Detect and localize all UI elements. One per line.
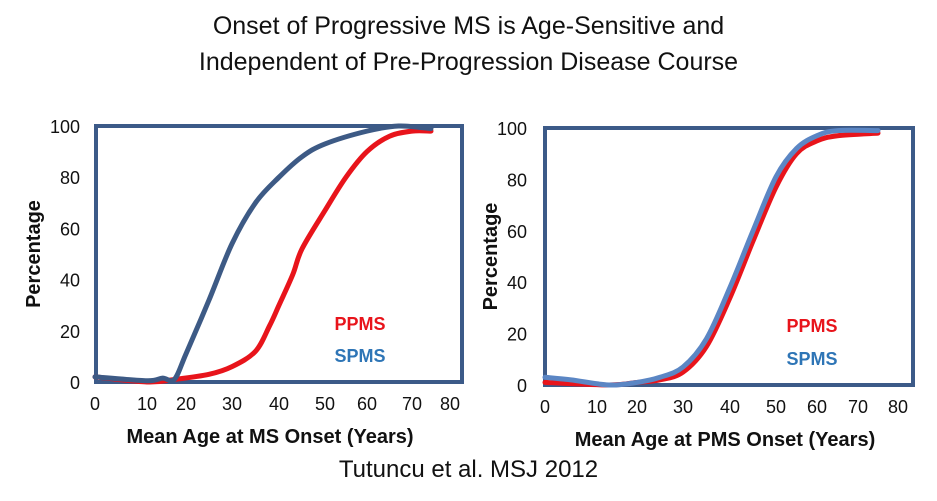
citation: Tutuncu et al. MSJ 2012 bbox=[338, 456, 599, 483]
x-tick-label-1: 70 bbox=[402, 394, 422, 414]
title-line-2: Independent of Pre-Progression Disease C… bbox=[198, 48, 739, 76]
legend-ppms-1: PPMS bbox=[334, 314, 385, 334]
x-tick-label-1: 20 bbox=[176, 394, 196, 414]
x-tick-label-2: 60 bbox=[807, 397, 827, 417]
x-tick-label-2: 30 bbox=[673, 397, 693, 417]
x-tick-label-2: 0 bbox=[540, 397, 550, 417]
y-tick-label-1: 100 bbox=[50, 117, 80, 137]
y-tick-label-2: 20 bbox=[507, 325, 527, 345]
x-axis-label-1: Mean Age at MS Onset (Years) bbox=[126, 426, 413, 448]
y-tick-label-2: 100 bbox=[497, 119, 527, 139]
legend-ppms-2: PPMS bbox=[786, 316, 837, 336]
y-tick-label-2: 40 bbox=[507, 273, 527, 293]
x-tick-label-2: 20 bbox=[627, 397, 647, 417]
y-axis-label-2: Percentage bbox=[480, 203, 502, 311]
x-tick-label-1: 10 bbox=[137, 394, 157, 414]
series-line-ppms-2 bbox=[542, 130, 881, 388]
y-tick-label-1: 60 bbox=[60, 219, 80, 239]
x-axis-label-2: Mean Age at PMS Onset (Years) bbox=[575, 429, 875, 451]
y-axis-label-1: Percentage bbox=[23, 200, 45, 308]
legend-spms-1: SPMS bbox=[334, 346, 385, 366]
x-tick-label-1: 60 bbox=[357, 394, 377, 414]
legend-spms-2: SPMS bbox=[786, 349, 837, 369]
x-tick-label-1: 80 bbox=[440, 394, 460, 414]
series-line-spms-1 bbox=[92, 123, 434, 384]
x-tick-label-2: 70 bbox=[848, 397, 868, 417]
x-tick-label-2: 50 bbox=[766, 397, 786, 417]
x-tick-label-2: 80 bbox=[888, 397, 908, 417]
plot-frame-1 bbox=[94, 124, 464, 384]
x-tick-label-1: 50 bbox=[315, 394, 335, 414]
plot-frame-2 bbox=[543, 126, 915, 387]
x-tick-label-1: 30 bbox=[222, 394, 242, 414]
y-tick-label-2: 80 bbox=[507, 170, 527, 190]
title-line-1: Onset of Progressive MS is Age-Sensitive… bbox=[212, 12, 725, 40]
y-tick-label-1: 20 bbox=[60, 322, 80, 342]
x-tick-label-1: 0 bbox=[90, 394, 100, 414]
series-line-ppms-1 bbox=[92, 128, 434, 385]
x-tick-label-2: 40 bbox=[720, 397, 740, 417]
y-tick-label-1: 0 bbox=[70, 373, 80, 393]
series-line-spms-2 bbox=[542, 127, 881, 388]
y-tick-label-2: 0 bbox=[517, 376, 527, 396]
y-tick-label-1: 40 bbox=[60, 271, 80, 291]
y-tick-label-2: 60 bbox=[507, 222, 527, 242]
x-tick-label-2: 10 bbox=[587, 397, 607, 417]
x-tick-label-1: 40 bbox=[269, 394, 289, 414]
y-tick-label-1: 80 bbox=[60, 168, 80, 188]
